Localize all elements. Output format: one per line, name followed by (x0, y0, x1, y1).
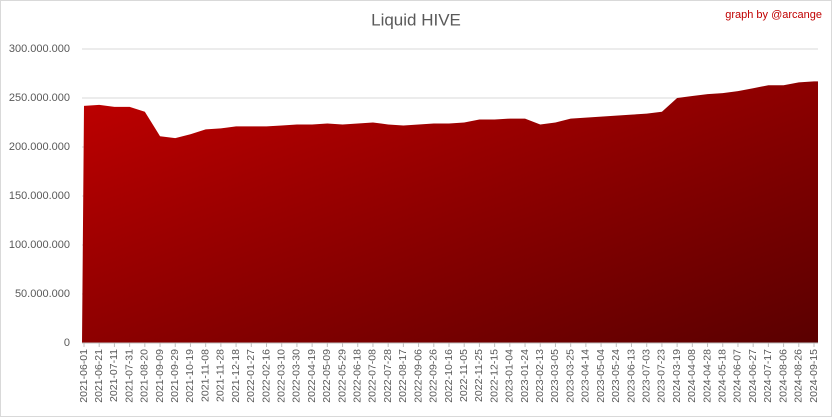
x-tick-label: 2023-07-23 (656, 349, 668, 403)
x-tick-label: 2021-06-01 (78, 349, 90, 403)
x-tick-label: 2022-04-19 (306, 349, 318, 403)
x-tick-label: 2022-01-27 (245, 349, 257, 403)
x-tick-label: 2021-10-19 (184, 349, 196, 403)
credit: graph by @arcange (725, 9, 822, 21)
area (82, 81, 818, 343)
x-tick-label: 2022-06-18 (352, 349, 364, 403)
y-tick-label: 200.000.000 (9, 141, 70, 153)
y-tick-label: 300.000.000 (9, 43, 70, 55)
y-tick-label: 0 (64, 337, 70, 349)
x-tick-label: 2024-06-07 (732, 349, 744, 403)
x-tick-label: 2023-02-13 (534, 349, 546, 403)
chart-title: Liquid HIVE (371, 10, 461, 29)
x-tick-label: 2023-03-05 (549, 349, 561, 403)
x-tick-label: 2023-07-03 (640, 349, 652, 403)
x-tick-label: 2022-11-05 (458, 349, 470, 402)
x-tick-label: 2021-07-31 (123, 349, 135, 403)
x-tick-label: 2023-05-24 (610, 349, 622, 403)
x-tick-label: 2024-08-26 (793, 349, 805, 403)
x-tick-label: 2024-05-18 (717, 349, 729, 403)
x-tick-label: 2022-07-08 (367, 349, 379, 403)
x-tick-label: 2023-04-14 (580, 349, 592, 403)
x-tick-label: 2021-12-18 (230, 349, 242, 403)
x-tick-label: 2021-11-08 (199, 349, 211, 402)
x-tick-label: 2023-05-04 (595, 349, 607, 403)
x-tick-label: 2022-12-15 (488, 349, 500, 403)
x-tick-label: 2021-09-09 (154, 349, 166, 403)
x-tick-label: 2021-06-21 (93, 349, 105, 403)
x-tick-label: 2021-08-20 (139, 349, 151, 403)
x-tick-label: 2024-06-27 (747, 349, 759, 403)
x-tick-label: 2024-03-19 (671, 349, 683, 403)
x-tick-label: 2022-09-06 (412, 349, 424, 403)
x-tick-label: 2022-05-29 (336, 349, 348, 403)
x-tick-label: 2022-03-30 (291, 349, 303, 403)
x-tick-label: 2023-01-24 (519, 349, 531, 403)
x-tick-label: 2023-01-04 (504, 349, 516, 403)
x-tick-label: 2023-03-25 (564, 349, 576, 403)
x-tick-label: 2024-09-15 (808, 349, 820, 403)
x-tick-label: 2022-11-25 (473, 349, 485, 402)
x-tick-label: 2022-05-09 (321, 349, 333, 403)
x-tick-label: 2024-08-06 (777, 349, 789, 403)
x-tick-label: 2022-10-16 (443, 349, 455, 403)
x-tick-label: 2021-09-29 (169, 349, 181, 403)
y-tick-label: 250.000.000 (9, 92, 70, 104)
x-tick-label: 2022-07-28 (382, 349, 394, 403)
x-tick-label: 2024-07-17 (762, 349, 774, 403)
x-tick-label: 2022-08-17 (397, 349, 409, 403)
x-tick-label: 2022-02-16 (260, 349, 272, 403)
x-tick-label: 2021-07-11 (108, 349, 120, 402)
y-tick-label: 150.000.000 (9, 190, 70, 202)
y-tick-label: 50.000.000 (15, 288, 70, 300)
x-tick-label: 2023-06-13 (625, 349, 637, 403)
x-tick-label: 2022-09-26 (428, 349, 440, 403)
x-tick-label: 2024-04-08 (686, 349, 698, 403)
x-tick-label: 2024-04-28 (701, 349, 713, 403)
y-tick-label: 100.000.000 (9, 239, 70, 251)
x-tick-label: 2022-03-10 (275, 349, 287, 403)
x-tick-label: 2021-11-28 (215, 349, 227, 402)
